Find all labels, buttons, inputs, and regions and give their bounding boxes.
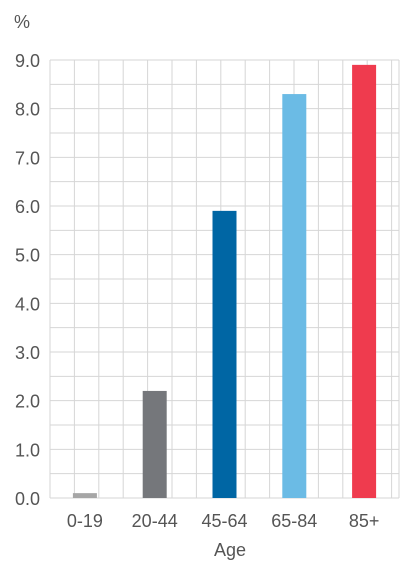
bars bbox=[72, 64, 377, 499]
y-axis-tick-labels: 0.0 1.0 2.0 3.0 4.0 5.0 6.0 7.0 8.0 9.0 bbox=[15, 51, 40, 509]
x-tick-label: 0-19 bbox=[67, 511, 103, 531]
y-tick-label: 7.0 bbox=[15, 148, 40, 168]
y-tick-label: 1.0 bbox=[15, 440, 40, 460]
x-axis-title: Age bbox=[214, 540, 246, 560]
x-tick-label: 20-44 bbox=[132, 511, 178, 531]
y-tick-label: 2.0 bbox=[15, 392, 40, 412]
y-tick-label: 6.0 bbox=[15, 197, 40, 217]
bar bbox=[212, 210, 237, 498]
y-tick-label: 3.0 bbox=[15, 343, 40, 363]
x-axis-tick-labels: 0-19 20-44 45-64 65-84 85+ bbox=[67, 511, 379, 531]
bar bbox=[352, 64, 377, 498]
x-tick-label: 45-64 bbox=[201, 511, 247, 531]
x-tick-label: 85+ bbox=[349, 511, 380, 531]
y-tick-label: 5.0 bbox=[15, 246, 40, 266]
bar bbox=[72, 493, 97, 498]
x-tick-label: 65-84 bbox=[271, 511, 317, 531]
y-unit-label: % bbox=[14, 12, 30, 32]
y-tick-label: 9.0 bbox=[15, 51, 40, 71]
y-tick-label: 4.0 bbox=[15, 294, 40, 314]
y-tick-label: 0.0 bbox=[15, 489, 40, 509]
y-tick-label: 8.0 bbox=[15, 100, 40, 120]
bar bbox=[142, 390, 167, 498]
bar bbox=[282, 94, 307, 499]
